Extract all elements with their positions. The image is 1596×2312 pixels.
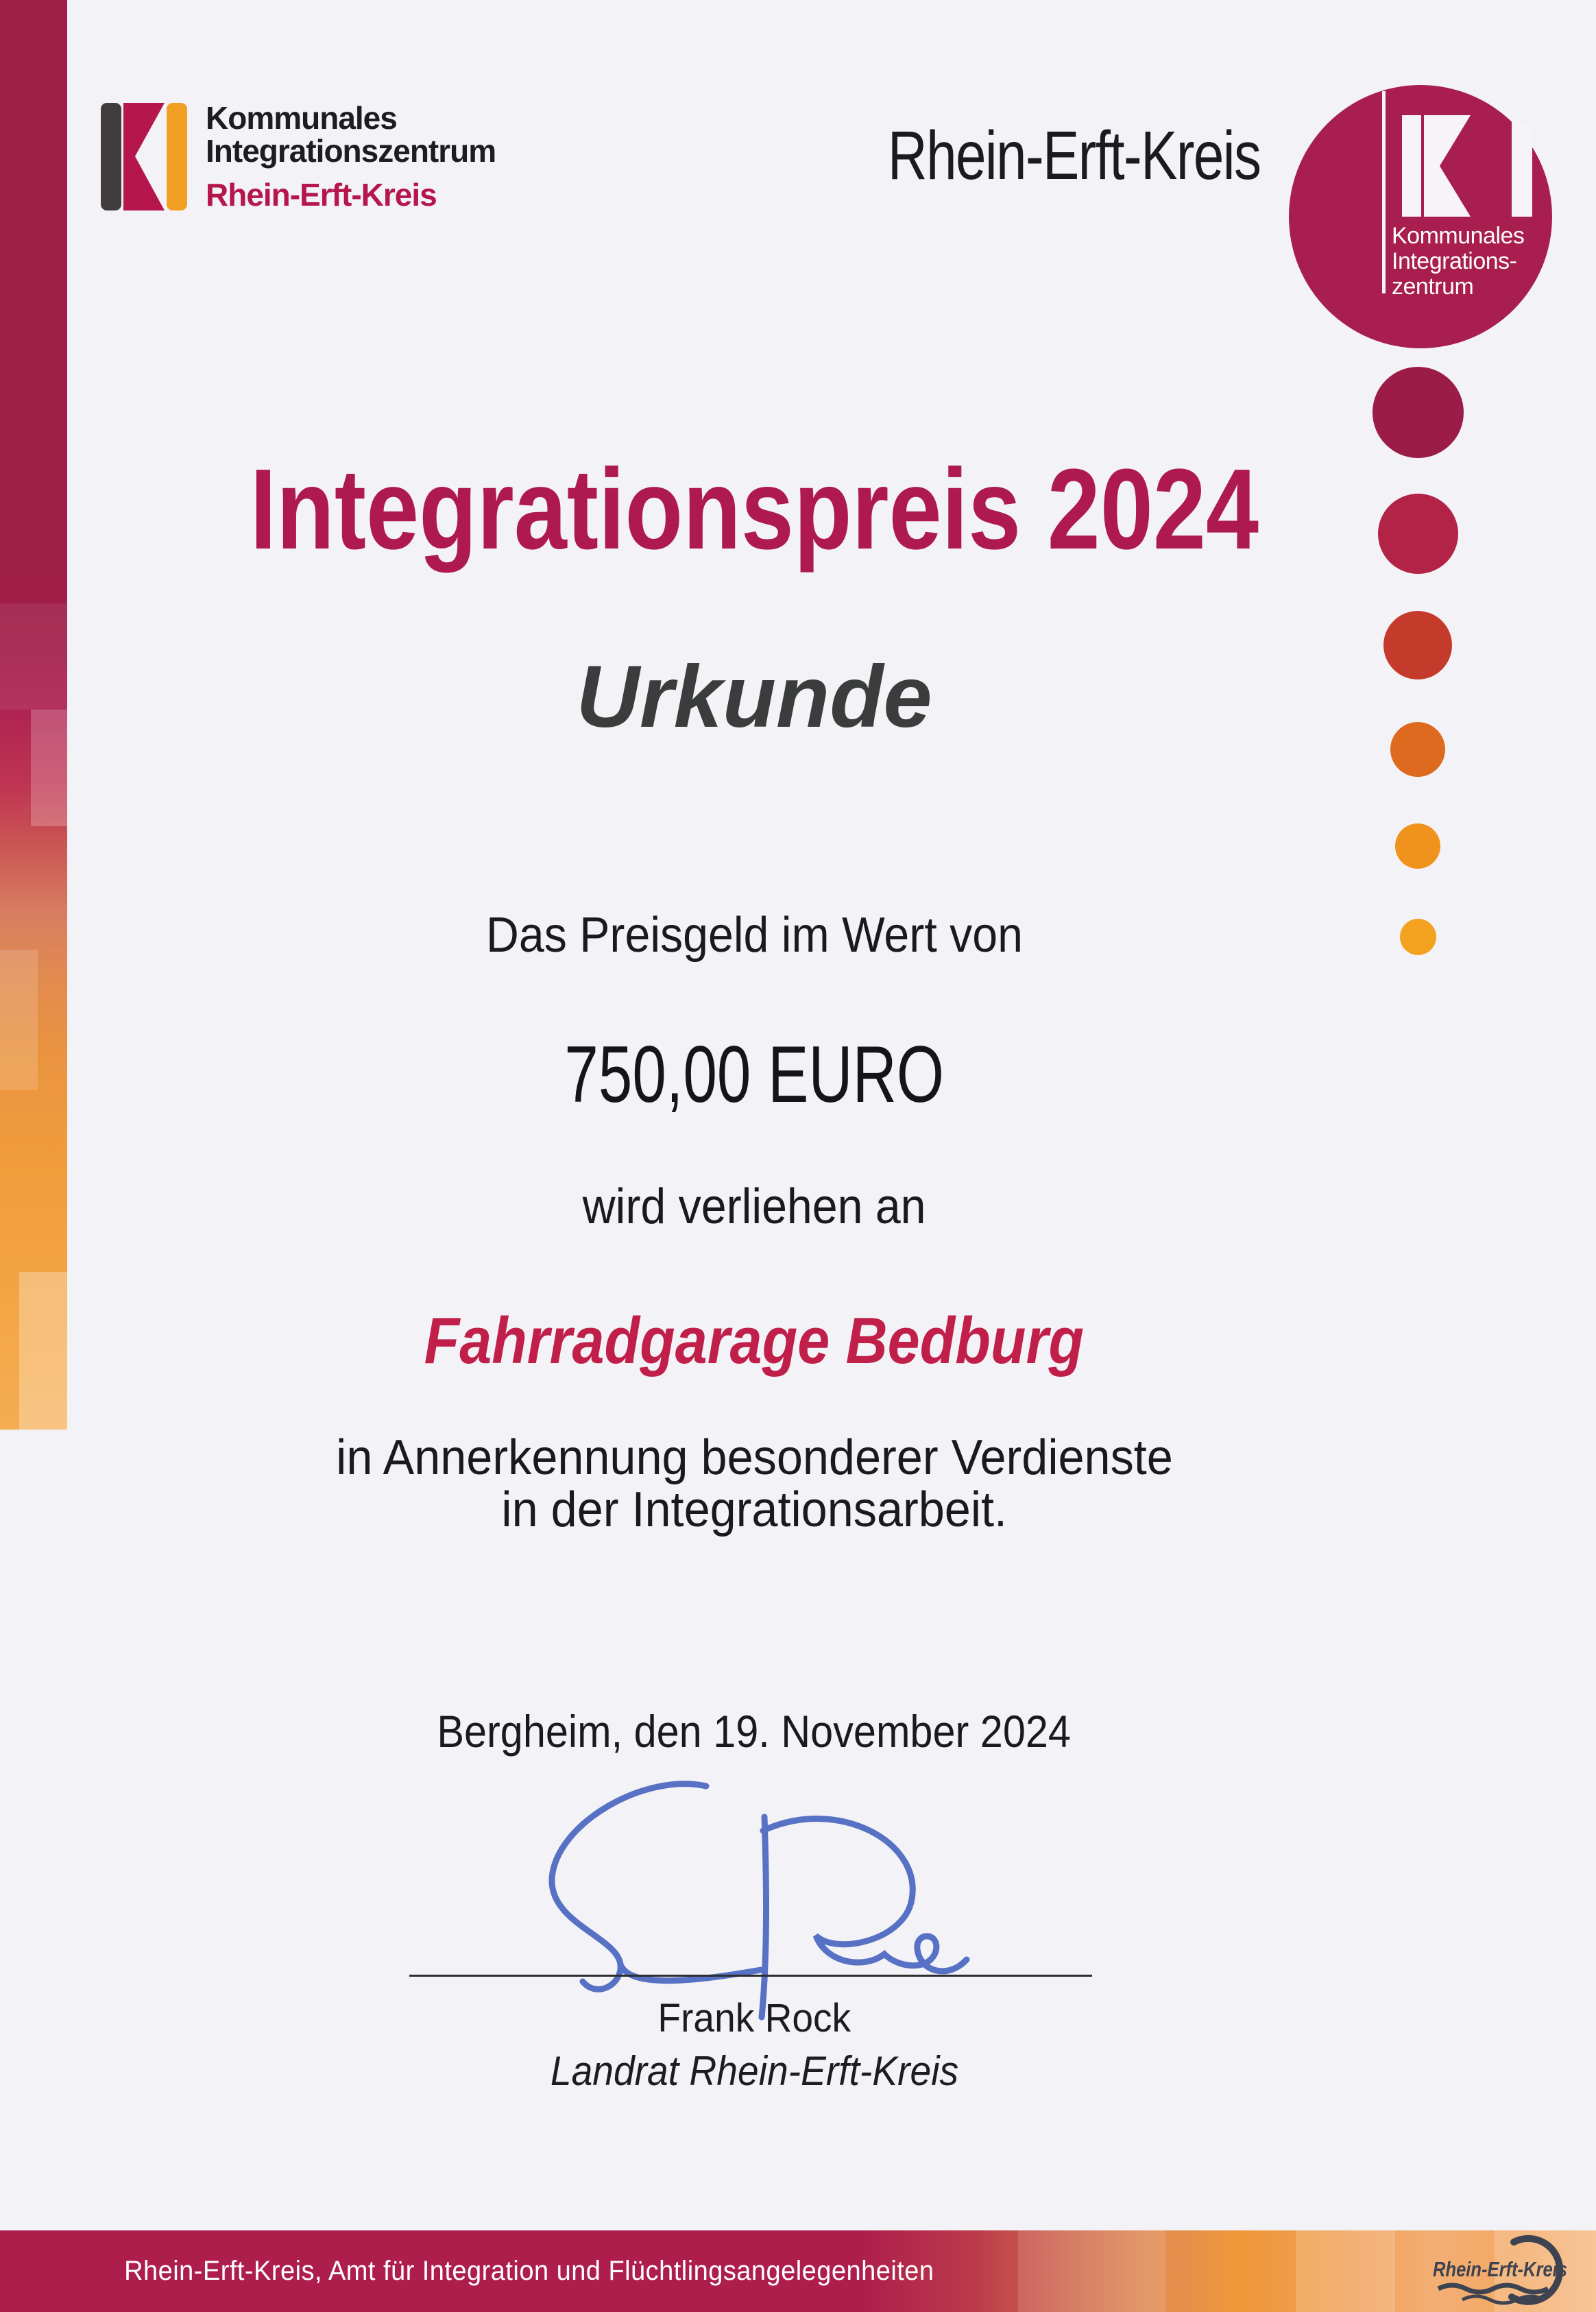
footer-band: Rhein-Erft-Kreis, Amt für Integration un… (0, 2230, 1596, 2312)
decoration-dot (1395, 823, 1440, 869)
mosaic-block (0, 603, 67, 710)
footer-mosaic-block (1296, 2230, 1395, 2312)
decoration-dot (1399, 918, 1436, 955)
date-line: Bergheim, den 19. November 2024 (437, 1706, 1072, 1757)
recipient-name: Fahrradgarage Bedburg (424, 1304, 1085, 1377)
mosaic-block (0, 950, 38, 1090)
ki-badge-icon (1402, 115, 1532, 217)
ki-badge: Kommunales Integrations- zentrum (1289, 85, 1552, 348)
logo-line-3: Rhein-Erft-Kreis (206, 177, 437, 213)
reason-text: in Annerkennung besonderer Verdienste in… (335, 1430, 1173, 1537)
logo-line-1: Kommunales (206, 100, 398, 136)
badge-wordmark: Kommunales Integrations- zentrum (1392, 223, 1525, 300)
signature-line (409, 1975, 1092, 1977)
left-border-decoration (0, 0, 67, 1430)
footer-mosaic-block (1018, 2230, 1165, 2312)
decoration-dot (1390, 722, 1445, 777)
certificate-title: Integrationspreis 2024 (250, 446, 1259, 573)
badge-line-1: Kommunales (1392, 223, 1525, 249)
signer-name: Frank Rock (657, 1996, 851, 2040)
mosaic-block (19, 1272, 67, 1430)
intro-line: Das Preisgeld im Wert von (485, 908, 1023, 963)
decoration-dot (1377, 493, 1458, 574)
ki-logo-wordmark: Kommunales Integrationszentrum Rhein-Erf… (206, 101, 496, 211)
badge-line-2: Integrations- (1392, 248, 1517, 274)
footer-logo-text: Rhein-Erft-Kreis (1433, 2257, 1567, 2281)
ki-logo-icon (101, 103, 187, 210)
decoration-dot (1372, 366, 1464, 458)
badge-line-3: zentrum (1392, 274, 1474, 300)
prize-amount: 750,00 EURO (564, 1029, 944, 1119)
mosaic-block (31, 710, 67, 826)
logo-line-2: Integrationszentrum (206, 133, 496, 169)
certificate-subtitle: Urkunde (576, 648, 932, 746)
footer-text: Rhein-Erft-Kreis, Amt für Integration un… (124, 2256, 934, 2286)
signature-handwriting (548, 1781, 970, 2021)
signer-title: Landrat Rhein-Erft-Kreis (550, 2048, 958, 2094)
region-title: Rhein-Erft-Kreis (888, 117, 1261, 194)
rhein-erft-kreis-logo: Rhein-Erft-Kreis (1433, 2235, 1567, 2305)
decoration-dot (1383, 611, 1452, 679)
award-line: wird verliehen an (582, 1179, 926, 1234)
badge-divider-line (1382, 91, 1386, 293)
